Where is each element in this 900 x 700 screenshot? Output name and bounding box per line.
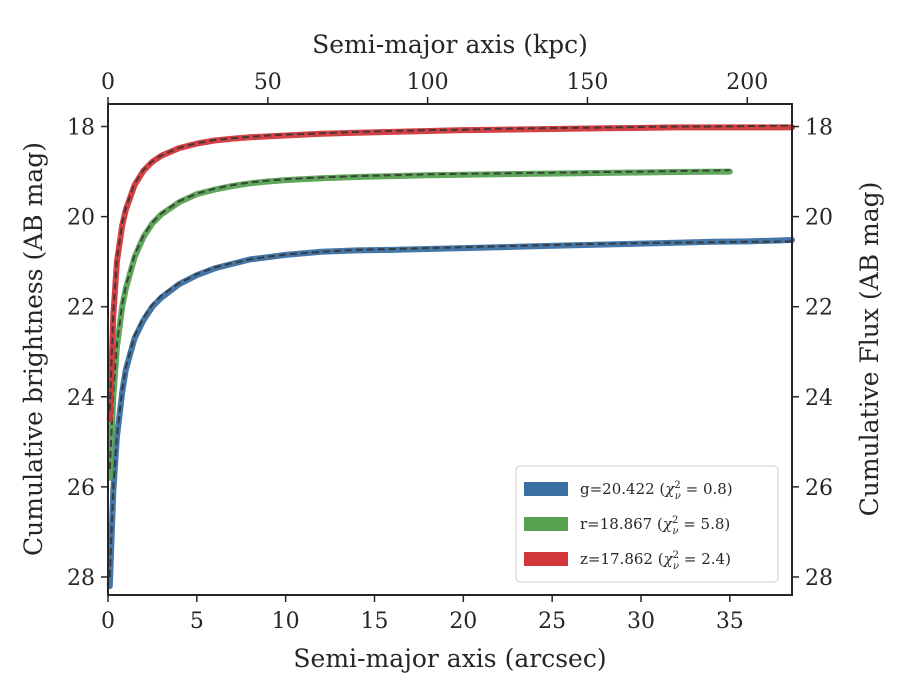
- y-tick-label-right-4: 26: [805, 476, 833, 501]
- y-tick-label-left-2: 22: [67, 296, 95, 321]
- x-axis-title-bottom: Semi-major axis (arcsec): [293, 644, 606, 673]
- y-tick-label-left-5: 28: [67, 566, 95, 591]
- y-tick-label-right-5: 28: [805, 566, 833, 591]
- series-profile-1: [106, 168, 733, 481]
- legend-box: [515, 465, 779, 583]
- top-x-tick-label-2: 100: [407, 70, 449, 95]
- y-tick-label-left-0: 18: [67, 116, 95, 141]
- x-tick-label-6: 30: [627, 609, 655, 634]
- axes-box: [107, 103, 793, 596]
- top-x-tick-label-3: 150: [566, 70, 608, 95]
- axis-ticks: 0 5 10 15 20 25 30 35 0 50 100 150 200 18 18 20 20 22 22 24…: [67, 70, 833, 634]
- legend-swatch-0: [524, 482, 568, 496]
- y-axis-title-left: Cumulative brightness (AB mag): [19, 142, 48, 556]
- x-axis-title-top: Semi-major axis (kpc): [312, 30, 588, 59]
- y-tick-label-left-1: 20: [67, 206, 95, 231]
- y-tick-label-right-0: 18: [805, 116, 833, 141]
- x-tick-label-3: 15: [360, 609, 388, 634]
- plot-area: [106, 124, 795, 589]
- legend-label-1: r=18.867 (χ2 ν = 5.8): [580, 515, 730, 537]
- x-tick-label-4: 20: [449, 609, 477, 634]
- axes-frame: [107, 103, 793, 596]
- x-tick-label-5: 25: [538, 609, 566, 634]
- legend-swatch-2: [524, 552, 568, 566]
- top-x-tick-label-1: 50: [254, 70, 282, 95]
- legend-label-0: g=20.422 (χ2 ν = 0.8): [580, 480, 733, 502]
- y-axis-title-right: Cumulative Flux (AB mag): [855, 182, 884, 517]
- legend-label-2: z=17.862 (χ2 ν = 2.4): [580, 550, 731, 572]
- legend: g=20.422 (χ2 ν = 0.8) r=18.867 (χ2 ν = 5.8)…: [515, 465, 779, 583]
- y-tick-label-right-2: 22: [805, 296, 833, 321]
- x-tick-label-2: 10: [272, 609, 300, 634]
- y-tick-label-right-1: 20: [805, 206, 833, 231]
- y-tick-label-right-3: 24: [805, 386, 833, 411]
- x-tick-label-7: 35: [716, 609, 744, 634]
- series-model-0: [108, 240, 793, 578]
- x-tick-label-0: 0: [101, 609, 115, 634]
- top-x-tick-label-0: 0: [101, 70, 115, 95]
- y-tick-label-left-4: 26: [67, 476, 95, 501]
- x-tick-label-1: 5: [190, 609, 204, 634]
- series-model-1: [108, 169, 730, 469]
- top-x-tick-label-4: 200: [726, 70, 768, 95]
- series-model-2: [108, 124, 793, 411]
- legend-swatch-1: [524, 517, 568, 531]
- y-tick-label-left-3: 24: [67, 386, 95, 411]
